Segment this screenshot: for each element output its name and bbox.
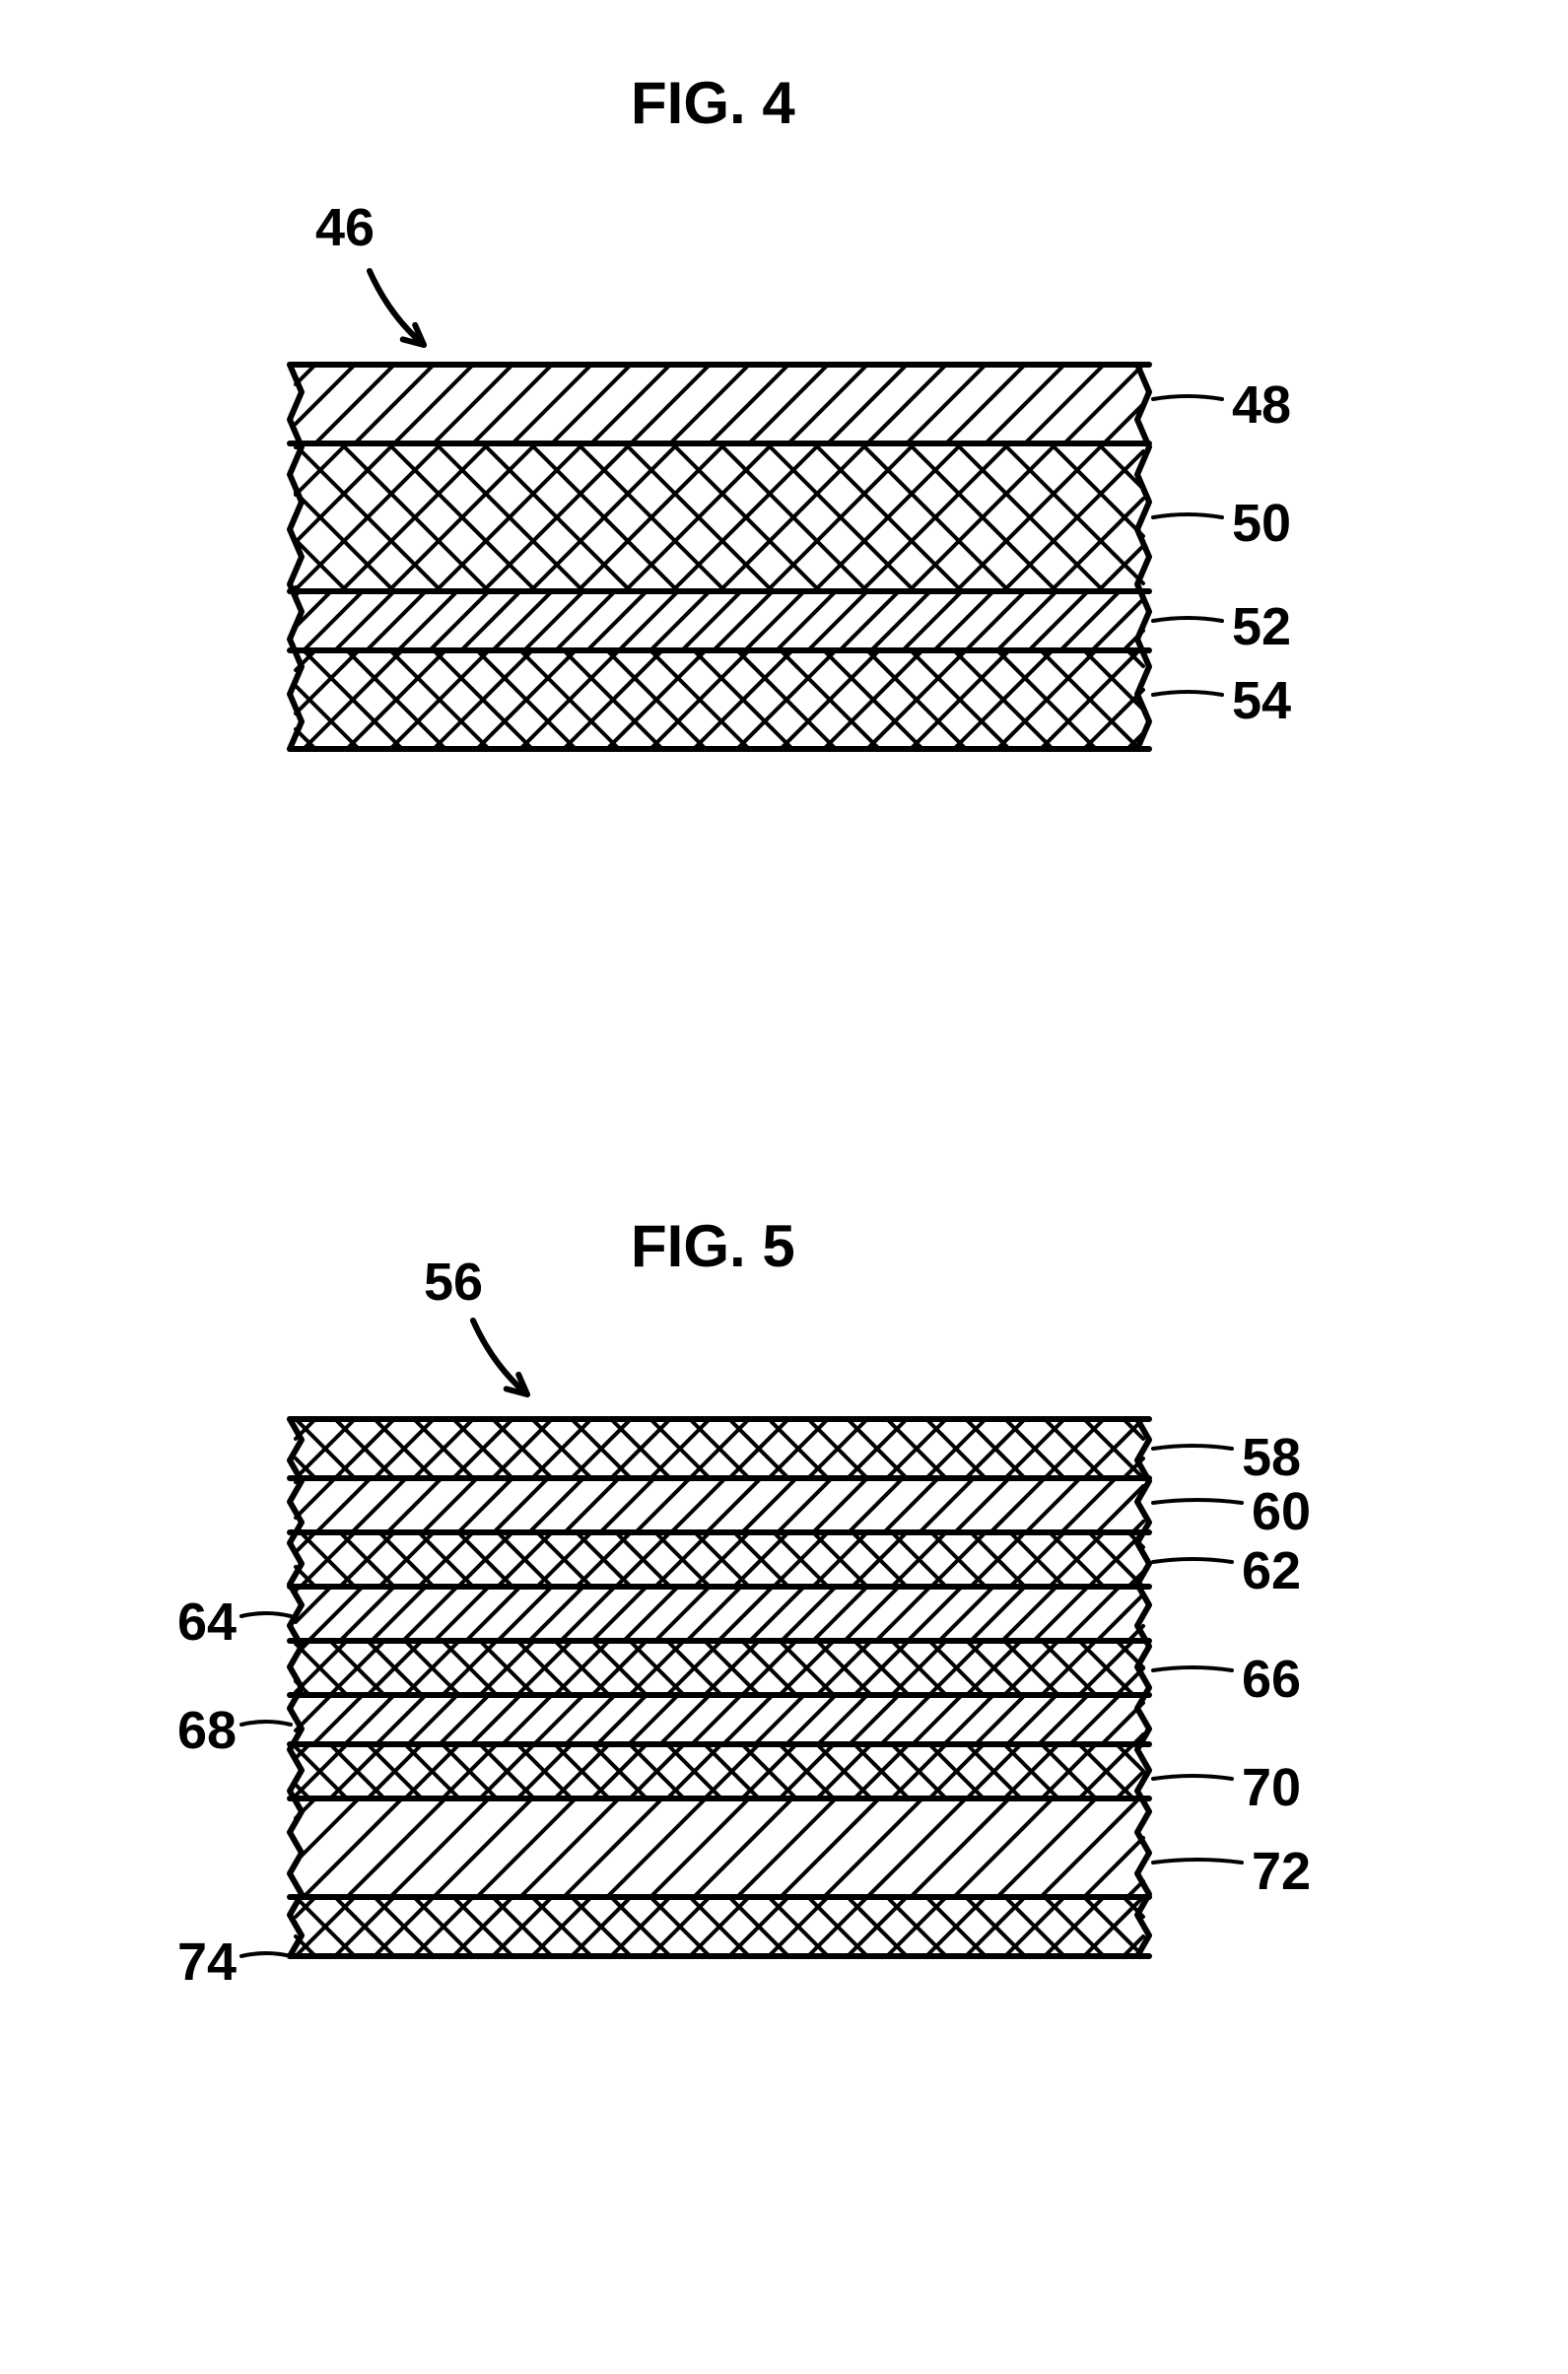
diagram-svg xyxy=(0,0,1568,2374)
